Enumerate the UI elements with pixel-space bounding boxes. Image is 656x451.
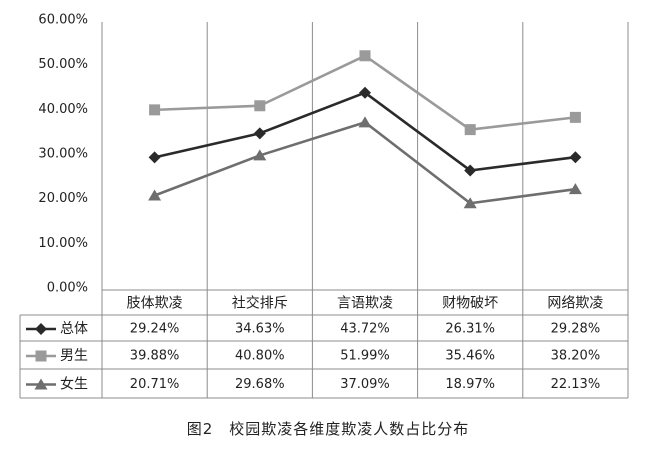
series-line	[154, 121, 576, 205]
data-point	[253, 127, 266, 140]
legend-label: 女生	[60, 376, 88, 393]
data-label: 38.20%	[551, 349, 601, 364]
data-label: 34.63%	[235, 322, 285, 337]
data-point	[359, 86, 371, 99]
y-tick-label: 50.00%	[38, 57, 88, 72]
category-label: 言语欺凌	[337, 296, 393, 312]
data-label: 18.97%	[445, 377, 495, 392]
y-tick-label: 40.00%	[38, 102, 88, 117]
y-tick-label: 60.00%	[38, 13, 88, 28]
data-label: 29.68%	[235, 377, 285, 392]
data-point	[149, 104, 161, 116]
category-label: 肢体欺凌	[127, 296, 183, 312]
data-label: 20.71%	[130, 377, 180, 392]
line-chart: 0.00% 10.00% 20.00% 30.00% 40.00% 50.00% 60.00…	[19, 13, 629, 399]
data-label: 35.46%	[445, 349, 495, 364]
data-label: 26.31%	[445, 322, 495, 337]
data-point	[148, 151, 161, 164]
data-label: 29.24%	[130, 322, 180, 337]
data-label: 40.80%	[235, 349, 285, 364]
y-tick-label: 30.00%	[38, 147, 88, 162]
legend-marker	[34, 378, 48, 390]
data-point	[568, 183, 582, 195]
category-label: 财物破坏	[442, 296, 498, 312]
data-point	[148, 189, 162, 201]
data-label: 51.99%	[340, 349, 390, 364]
data-label: 22.13%	[551, 377, 601, 392]
data-point	[358, 116, 372, 128]
data-point	[253, 149, 267, 161]
series-line	[154, 91, 576, 172]
legend-marker	[35, 323, 47, 335]
category-label: 社交排斥	[232, 295, 288, 312]
data-point	[569, 151, 582, 164]
data-point	[464, 124, 476, 136]
y-tick-label: 10.00%	[38, 236, 88, 251]
legend-marker	[35, 350, 47, 362]
category-label: 网络欺凌	[547, 296, 603, 312]
y-tick-label: 0.00%	[47, 281, 88, 296]
data-label: 43.72%	[340, 322, 390, 337]
data-point	[463, 197, 477, 209]
data-point	[254, 100, 266, 112]
data-point	[359, 50, 371, 62]
data-label: 29.28%	[551, 322, 601, 337]
data-point	[464, 164, 477, 177]
data-point	[569, 111, 581, 123]
data-label: 37.09%	[340, 377, 390, 392]
legend-label: 男生	[60, 348, 88, 364]
figure-caption: 图2 校园欺凌各维度欺凌人数占比分布	[186, 420, 470, 438]
y-tick-label: 20.00%	[38, 191, 88, 206]
data-label: 39.88%	[130, 349, 180, 364]
legend-label: 总体	[60, 321, 88, 337]
